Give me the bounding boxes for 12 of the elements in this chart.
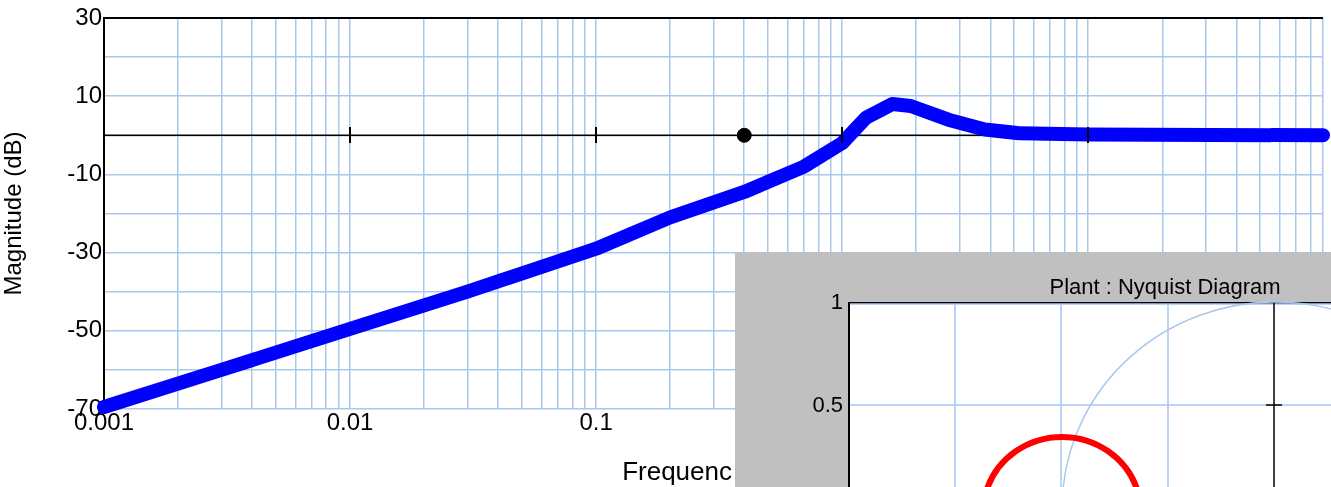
y-tick-label: 30 <box>75 2 102 30</box>
y-tick-label: -50 <box>67 315 102 343</box>
y-tick-label: -30 <box>67 237 102 265</box>
y-tick-label: 10 <box>75 80 102 108</box>
x-tick-label: 0.01 <box>326 408 374 436</box>
text: Plant : Nyquist Diagram <box>1048 274 1282 300</box>
x-tick-label: 0.1 <box>579 408 613 436</box>
y-tick-label: -10 <box>67 159 102 187</box>
annotation: 1 <box>830 289 843 315</box>
y-axis-title: Magnitude (dB) <box>0 131 27 296</box>
x-axis-title: Frequenc <box>622 456 732 486</box>
annotation: 0.5 <box>812 392 843 418</box>
